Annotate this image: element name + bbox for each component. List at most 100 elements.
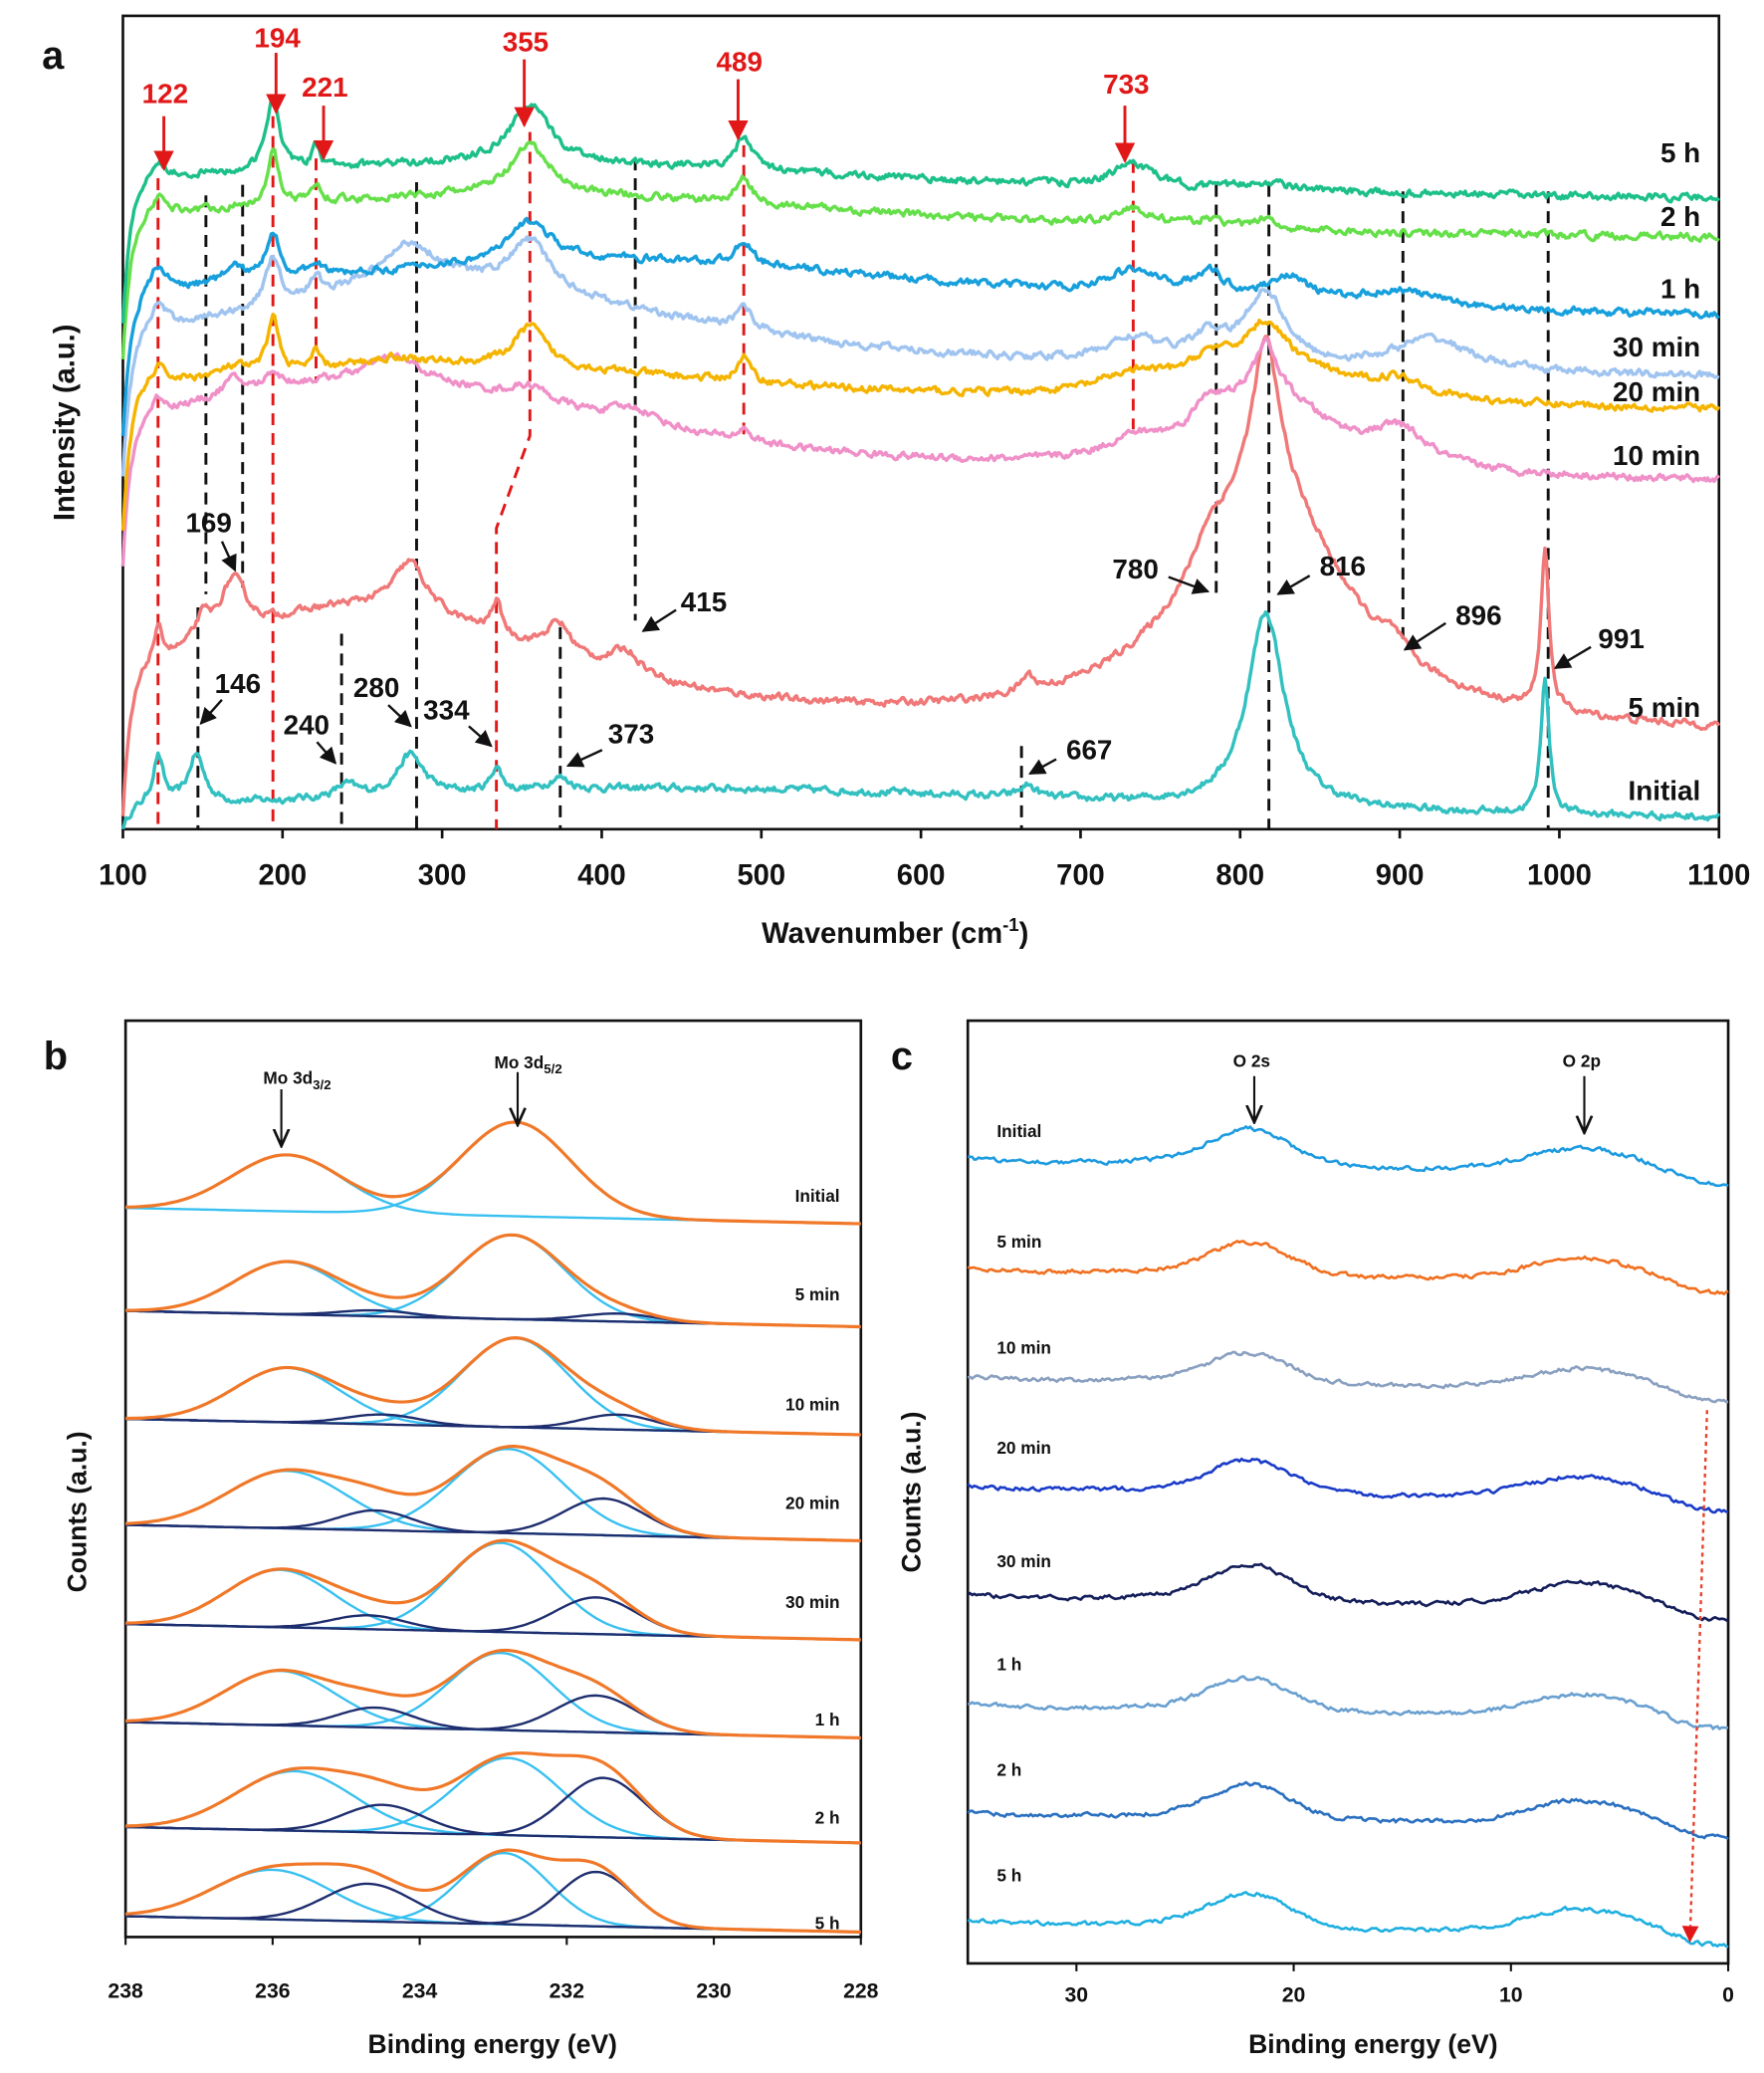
peak-label-334: 334 [423,695,470,726]
peak-label-896: 896 [1455,599,1501,630]
raman-chart: a Initial 5 min 10 min 20 min 30 min 1 h 2 h 5 h… [42,14,1750,950]
mo5-component-30-min [125,1596,861,1642]
peak-label-240: 240 [284,709,330,740]
black-arrow-991 [1553,645,1592,670]
x-tick-label: 228 [843,1979,879,2002]
black-arrow-415 [641,608,677,632]
envelope-30-min [125,1538,861,1642]
mo5-component-1-h [125,1706,861,1739]
series-label-initial: Initial [996,1121,1041,1141]
xps-mo3d-chart: b Initial 5 min 10 min 20 min 30 min 1 h 2 h 5 h… [44,1019,879,2059]
peak-label-991: 991 [1598,623,1644,654]
x-axis-title: Binding energy (eV) [368,2029,617,2059]
series-label-20-min: 20 min [996,1438,1051,1458]
raman-series-2-h [120,140,1720,359]
series-label-1-h: 1 h [1660,274,1700,305]
envelope-20-min [125,1445,861,1543]
series-label-5-h: 5 h [1660,137,1700,168]
series-label-1-h: 1 h [815,1710,840,1729]
valence-series-20-min [967,1457,1729,1514]
panel-label-c: c [891,1035,913,1078]
x-tick-label: 800 [1215,859,1264,891]
series-label-10-min: 10 min [1613,440,1700,471]
peak-label-280: 280 [353,672,399,703]
band-edge-shift-arrow [1681,1410,1709,1944]
y-axis-title: Intensity (a.u.) [49,325,81,522]
valence-series-30-min [967,1562,1729,1623]
mo6-component-5-min [125,1261,861,1328]
valence-series-5-h [967,1890,1729,1949]
annotation-label: Mo 3d5/2 [495,1052,562,1076]
series-label-5-min: 5 min [996,1232,1041,1252]
black-arrow-280 [387,704,412,728]
peak-label-816: 816 [1320,551,1366,581]
peak-label-194: 194 [254,23,301,54]
series-label-30-min: 30 min [785,1592,840,1612]
series-label-initial: Initial [1629,776,1701,806]
mo6-component-20-min [125,1470,861,1542]
plot-frame [123,1019,863,1939]
black-arrow-896 [1403,621,1446,651]
black-arrow-240 [316,741,337,765]
peak-label-355: 355 [503,27,549,58]
mo6-component-10-min [125,1366,861,1437]
series-label-30-min: 30 min [1613,332,1700,362]
x-tick-label: 234 [402,1979,438,2002]
black-arrow-373 [565,749,603,768]
envelope-2-h [125,1751,861,1845]
black-arrow-169 [220,541,237,573]
x-tick-label: 700 [1056,859,1105,891]
mo5-component-20-min [125,1497,861,1542]
xps-valence-chart: c Initial 5 min 10 min 20 min 30 min 1 h 2 h 5 h… [891,1019,1734,2059]
raman-series-initial [120,610,1721,830]
raman-series-5-min [120,335,1721,816]
peak-label-780: 780 [1112,554,1158,584]
series-label-2-h: 2 h [996,1760,1021,1780]
x-tick-label: 30 [1065,1983,1089,2006]
x-axis-title-main: Wavenumber (cm [762,918,1002,950]
envelope-5-h [125,1848,861,1934]
plot-frame [121,14,1721,831]
envelope-10-min [125,1336,861,1437]
annotation-sub: 3/2 [313,1077,331,1092]
series-label-2-h: 2 h [815,1807,840,1827]
peak-label-415: 415 [681,586,727,617]
black-arrow-146 [199,699,223,725]
annotation-main: Mo 3d [263,1068,313,1088]
series-label-1-h: 1 h [996,1655,1021,1675]
x-tick-label: 300 [418,859,467,891]
x-axis-title-sup: -1 [1002,914,1019,935]
panel-label-b: b [44,1035,68,1078]
envelope-initial [125,1120,861,1226]
annotation-label: O 2p [1563,1051,1601,1071]
annotation-label: O 2s [1233,1051,1270,1071]
series-label-5-h: 5 h [996,1866,1021,1886]
valence-series-2-h [967,1780,1729,1841]
envelope-1-h [125,1648,861,1740]
series-label-2-h: 2 h [1660,201,1700,232]
series-label-20-min: 20 min [1613,376,1700,407]
annotation-sub: 5/2 [544,1061,561,1076]
x-tick-label: 232 [550,1979,584,2002]
valence-series-10-min [967,1350,1729,1404]
raman-series-5-h [120,95,1721,324]
series-label-20-min: 20 min [785,1494,840,1513]
valence-series-1-h [968,1675,1729,1731]
black-arrow-816 [1276,575,1311,595]
x-tick-label: 20 [1282,1983,1306,2006]
peak-label-122: 122 [142,78,188,109]
series-label-30-min: 30 min [996,1551,1051,1571]
red-guide-line-shifted [495,131,532,829]
x-tick-label: 238 [108,1979,143,2002]
envelope-5-min [125,1233,861,1329]
valence-series-5-min [967,1240,1729,1296]
x-tick-label: 200 [258,859,307,891]
peak-label-221: 221 [302,72,347,103]
series-label-5-h: 5 h [815,1913,840,1933]
mo6-component-2-h [125,1769,861,1845]
x-axis-title: Wavenumber (cm-1) [762,914,1028,950]
x-tick-label: 1000 [1527,859,1592,891]
valence-series-initial [968,1124,1729,1188]
x-tick-label: 600 [897,859,946,891]
